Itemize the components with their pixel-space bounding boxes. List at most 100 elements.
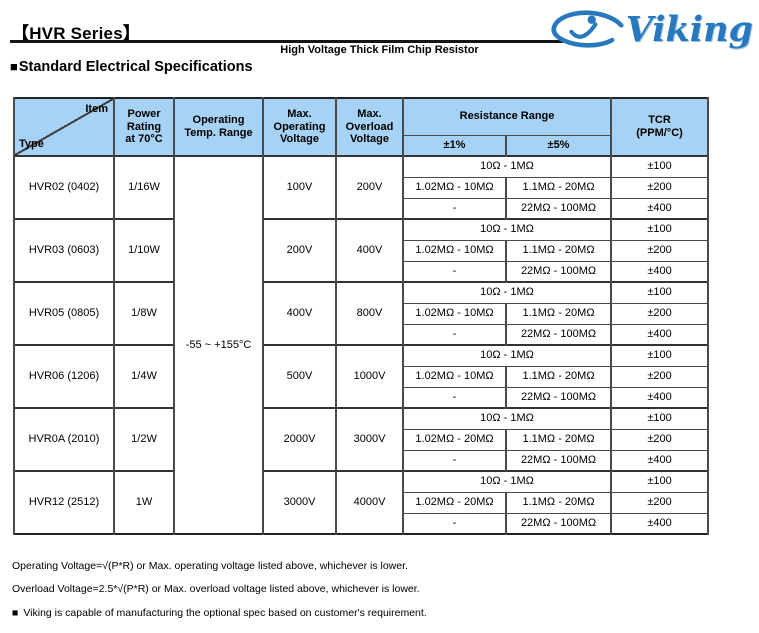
cell-range-low: 10Ω - 1MΩ — [401, 218, 613, 241]
cell-max-overload-voltage: 400V — [335, 218, 404, 283]
cell-range-low: 10Ω - 1MΩ — [401, 155, 613, 178]
cell-tcr: ±400 — [610, 512, 710, 535]
note-optional-spec-text: Viking is capable of manufacturing the o… — [23, 607, 427, 619]
cell-range-5pct: 22MΩ - 100MΩ — [504, 512, 613, 535]
section-heading: ■Standard Electrical Specifications — [10, 59, 253, 75]
cell-range-low: 10Ω - 1MΩ — [401, 281, 613, 304]
cell-max-overload-voltage: 4000V — [335, 470, 404, 535]
cell-type: HVR12 (2512) — [13, 470, 115, 535]
cell-tcr: ±200 — [610, 491, 710, 514]
cell-range-5pct: 22MΩ - 100MΩ — [504, 323, 613, 346]
bullet-square-icon: ■ — [12, 607, 19, 619]
viking-eye-logo-icon — [551, 10, 624, 48]
cell-range-5pct: 22MΩ - 100MΩ — [504, 449, 613, 472]
cell-max-overload-voltage: 3000V — [335, 407, 404, 472]
cell-max-operating-voltage: 2000V — [262, 407, 337, 472]
cell-range-1pct: 1.02MΩ - 10MΩ — [402, 239, 507, 262]
header-max-overload-voltage: Max. Overload Voltage — [335, 97, 404, 157]
cell-max-overload-voltage: 1000V — [335, 344, 404, 409]
cell-tcr: ±100 — [610, 470, 710, 493]
cell-power: 1/16W — [113, 155, 175, 220]
cell-range-low: 10Ω - 1MΩ — [401, 407, 613, 430]
cell-range-5pct: 22MΩ - 100MΩ — [504, 260, 613, 283]
series-title: 【HVR Series】 — [12, 24, 141, 43]
header-item-label: Item — [85, 103, 108, 115]
cell-range-low: 10Ω - 1MΩ — [401, 344, 613, 367]
section-title: Standard Electrical Specifications — [18, 59, 253, 75]
cell-tcr: ±400 — [610, 197, 710, 220]
cell-range-1pct: 1.02MΩ - 10MΩ — [402, 176, 507, 199]
cell-operating-temp-range: -55 ~ +155°C — [173, 155, 264, 535]
cell-range-1pct: 1.02MΩ - 10MΩ — [402, 302, 507, 325]
viking-logo-text: Viking — [625, 8, 753, 50]
header-type-label: Type — [19, 138, 44, 151]
cell-tcr: ±200 — [610, 302, 710, 325]
cell-range-low: 10Ω - 1MΩ — [401, 470, 613, 493]
cell-tcr: ±400 — [610, 449, 710, 472]
note-optional-spec: ■ Viking is capable of manufacturing the … — [12, 608, 427, 619]
cell-type: HVR0A (2010) — [13, 407, 115, 472]
cell-max-overload-voltage: 200V — [335, 155, 404, 220]
cell-range-1pct: - — [402, 386, 507, 409]
header-corner-cell: Item Type — [13, 97, 115, 157]
cell-tcr: ±400 — [610, 260, 710, 283]
cell-max-overload-voltage: 800V — [335, 281, 404, 346]
note-operating-voltage: Operating Voltage=√(P*R) or Max. operati… — [12, 560, 408, 572]
cell-range-5pct: 1.1MΩ - 20MΩ — [504, 365, 613, 388]
cell-range-5pct: 22MΩ - 100MΩ — [504, 197, 613, 220]
cell-range-5pct: 1.1MΩ - 20MΩ — [504, 239, 613, 262]
cell-range-5pct: 22MΩ - 100MΩ — [504, 386, 613, 409]
cell-type: HVR06 (1206) — [13, 344, 115, 409]
cell-range-1pct: - — [402, 197, 507, 220]
header-power-rating: Power Rating at 70°C — [113, 97, 175, 157]
cell-tcr: ±400 — [610, 386, 710, 409]
header-max-operating-voltage: Max. Operating Voltage — [262, 97, 337, 157]
cell-range-1pct: 1.02MΩ - 10MΩ — [402, 365, 507, 388]
cell-power: 1/10W — [113, 218, 175, 283]
cell-range-5pct: 1.1MΩ - 20MΩ — [504, 428, 613, 451]
cell-power: 1/8W — [113, 281, 175, 346]
cell-max-operating-voltage: 500V — [262, 344, 337, 409]
cell-range-5pct: 1.1MΩ - 20MΩ — [504, 491, 613, 514]
cell-tcr: ±100 — [610, 155, 710, 178]
cell-type: HVR03 (0603) — [13, 218, 115, 283]
header-tcr: TCR (PPM/°C) — [610, 97, 710, 157]
cell-range-5pct: 1.1MΩ - 20MΩ — [504, 176, 613, 199]
cell-range-1pct: - — [402, 260, 507, 283]
footnotes: Operating Voltage=√(P*R) or Max. operati… — [12, 561, 427, 619]
cell-power: 1/2W — [113, 407, 175, 472]
cell-power: 1W — [113, 470, 175, 535]
title-underline — [10, 40, 563, 43]
cell-range-1pct: - — [402, 512, 507, 535]
header-operating-temp: Operating Temp. Range — [173, 97, 264, 157]
cell-max-operating-voltage: 100V — [262, 155, 337, 220]
cell-tcr: ±100 — [610, 344, 710, 367]
product-subtitle: High Voltage Thick Film Chip Resistor — [280, 44, 479, 56]
cell-type: HVR05 (0805) — [13, 281, 115, 346]
cell-tcr: ±200 — [610, 365, 710, 388]
cell-range-5pct: 1.1MΩ - 20MΩ — [504, 302, 613, 325]
cell-tcr: ±200 — [610, 239, 710, 262]
cell-power: 1/4W — [113, 344, 175, 409]
cell-range-1pct: - — [402, 323, 507, 346]
spec-table: Item Type Power Rating at 70°C Operating… — [13, 97, 710, 535]
cell-max-operating-voltage: 400V — [262, 281, 337, 346]
bullet-square-icon: ■ — [10, 59, 18, 74]
cell-range-1pct: 1.02MΩ - 20MΩ — [402, 428, 507, 451]
cell-type: HVR02 (0402) — [13, 155, 115, 220]
cell-tcr: ±200 — [610, 176, 710, 199]
cell-range-1pct: 1.02MΩ - 20MΩ — [402, 491, 507, 514]
cell-tcr: ±200 — [610, 428, 710, 451]
viking-logo: Viking — [551, 5, 753, 53]
header-tolerance-1pct: ±1% — [402, 134, 507, 157]
cell-tcr: ±100 — [610, 407, 710, 430]
cell-tcr: ±100 — [610, 281, 710, 304]
header-tolerance-5pct: ±5% — [504, 134, 613, 157]
note-overload-voltage: Overload Voltage=2.5*√(P*R) or Max. over… — [12, 583, 420, 595]
cell-range-1pct: - — [402, 449, 507, 472]
cell-max-operating-voltage: 200V — [262, 218, 337, 283]
cell-tcr: ±100 — [610, 218, 710, 241]
header-resistance-range: Resistance Range — [401, 97, 613, 136]
cell-tcr: ±400 — [610, 323, 710, 346]
cell-max-operating-voltage: 3000V — [262, 470, 337, 535]
